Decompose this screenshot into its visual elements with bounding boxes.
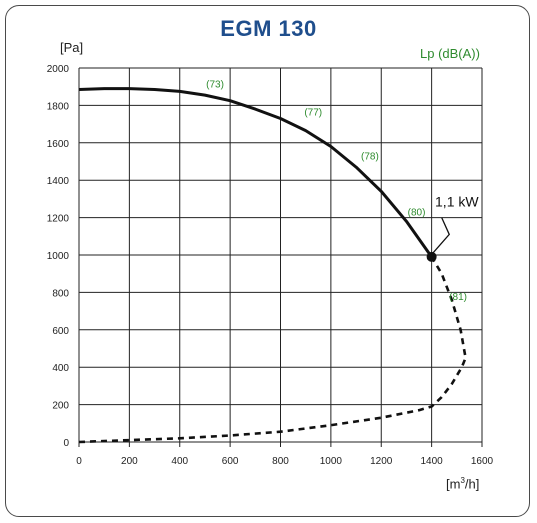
y-tick-label: 1800 (47, 101, 70, 112)
noise-level-label: (80) (408, 208, 426, 219)
x-tick-label: 1600 (471, 456, 494, 467)
x-tick-label: 0 (76, 456, 82, 467)
y-tick-label: 2000 (47, 64, 70, 75)
y-tick-label: 200 (52, 401, 69, 412)
x-axis-label: [m3/h] (446, 476, 480, 492)
y-tick-label: 1400 (47, 176, 70, 187)
x-tick-label: 1000 (320, 456, 343, 467)
x-tick-label: 800 (272, 456, 289, 467)
x-tick-label: 200 (121, 456, 138, 467)
power-curve-line (78, 256, 467, 444)
power-callout-line (429, 217, 451, 257)
y-tick-label: 1600 (47, 139, 70, 150)
noise-level-label: (73) (206, 80, 224, 91)
chart-title: EGM 130 (220, 16, 317, 41)
secondary-axis-label: Lp (dB(A)) (420, 46, 480, 61)
x-tick-label: 1200 (370, 456, 393, 467)
y-axis-label: [Pa] (60, 40, 84, 55)
noise-level-label: (81) (449, 292, 467, 303)
y-tick-label: 800 (52, 288, 69, 299)
y-tick-label: 0 (63, 438, 69, 449)
y-tick-label: 400 (52, 363, 69, 374)
pressure-curve-line (78, 87, 433, 258)
y-tick-label: 600 (52, 326, 69, 337)
x-tick-label: 400 (171, 456, 188, 467)
y-tick-label: 1200 (47, 214, 70, 225)
x-tick-label: 1400 (421, 456, 444, 467)
power-label: 1,1 kW (435, 193, 479, 209)
noise-level-label: (77) (304, 108, 322, 119)
x-tick-label: 600 (222, 456, 239, 467)
operating-point (426, 251, 437, 262)
y-tick-label: 1000 (47, 251, 70, 262)
noise-level-label: (78) (361, 152, 379, 163)
